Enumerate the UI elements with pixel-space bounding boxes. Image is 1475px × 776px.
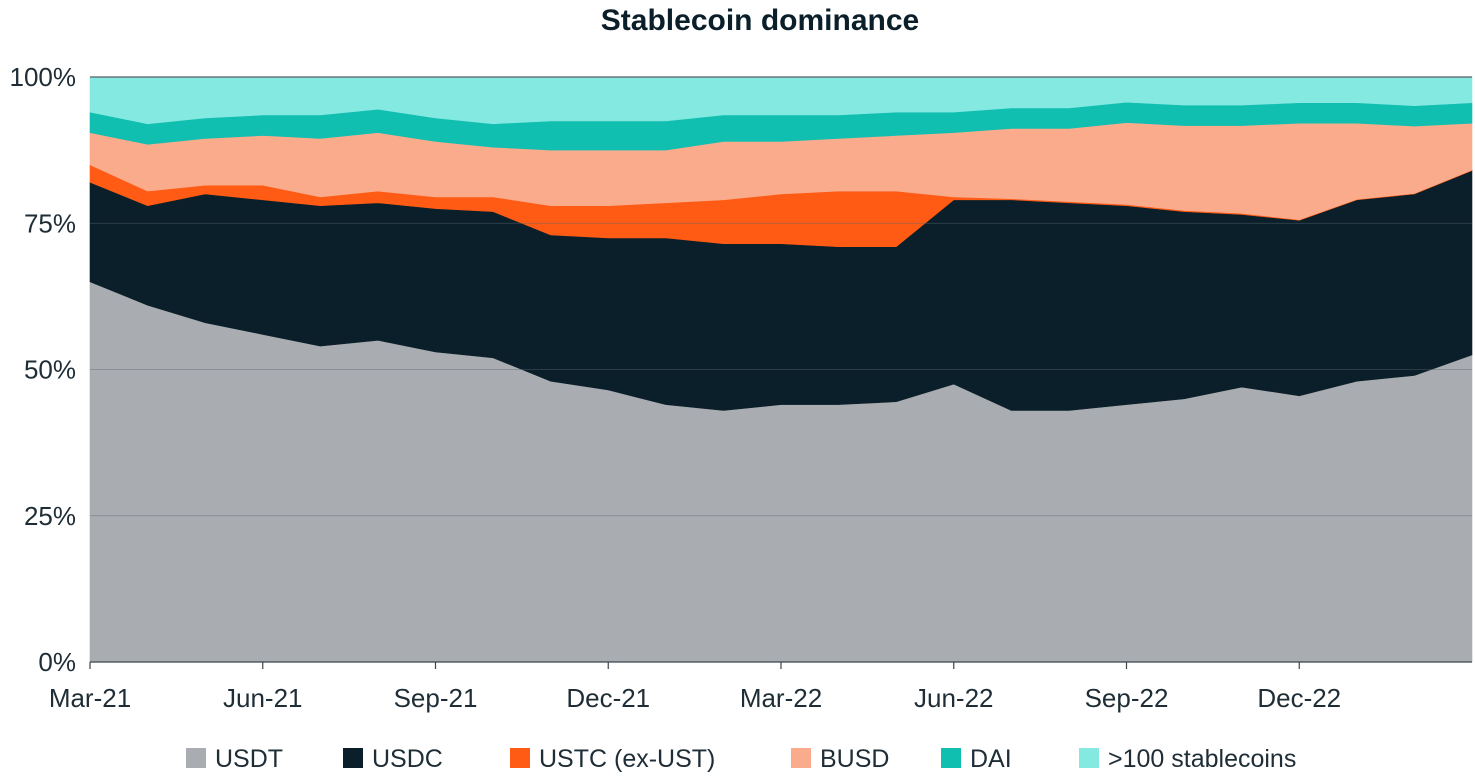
- gridlines: [90, 76, 1472, 517]
- legend-label: >100 stablecoins: [1108, 745, 1296, 773]
- legend-swatch: [1079, 748, 1099, 768]
- legend-item-100-stablecoins: >100 stablecoins: [1079, 745, 1296, 773]
- x-tick-label: Sep-21: [394, 683, 478, 713]
- y-tick-label: 75%: [24, 208, 76, 238]
- axes: 0% 25% 50% 75% 100% Mar-21 Jun-21 Sep-21 Dec-21 M…: [10, 62, 1472, 713]
- x-tick-label: Mar-22: [740, 683, 822, 713]
- x-tick-label: Jun-21: [223, 683, 303, 713]
- y-tick-label: 100%: [10, 62, 77, 92]
- legend-swatch: [510, 748, 530, 768]
- x-tick-label: Jun-22: [914, 683, 994, 713]
- x-tick-label: Dec-22: [1257, 683, 1341, 713]
- legend-label: USDC: [372, 745, 443, 773]
- x-tick-label: Mar-21: [49, 683, 131, 713]
- chart-title: Stablecoin dominance: [601, 4, 919, 37]
- legend-item-busd: BUSD: [791, 745, 889, 773]
- legend-item-usdt: USDT: [186, 745, 283, 773]
- stacked-areas: [89, 76, 1473, 663]
- legend-item-usdc: USDC: [343, 745, 443, 773]
- legend-swatch: [186, 748, 206, 768]
- legend-item-ustc-ex-ust: USTC (ex-UST): [510, 745, 715, 773]
- legend-label: DAI: [970, 745, 1012, 773]
- legend-label: BUSD: [820, 745, 889, 773]
- legend-swatch: [343, 748, 363, 768]
- legend-label: USDT: [215, 745, 283, 773]
- legend-swatch: [941, 748, 961, 768]
- y-tick-label: 25%: [24, 501, 76, 531]
- legend: USDT USDC USTC (ex-UST) BUSD DAI >100 stablec…: [186, 745, 1296, 773]
- legend-swatch: [791, 748, 811, 768]
- legend-item-dai: DAI: [941, 745, 1012, 773]
- legend-label: USTC (ex-UST): [539, 745, 715, 773]
- y-tick-label: 0%: [38, 647, 76, 677]
- x-tick-label: Sep-22: [1085, 683, 1169, 713]
- y-tick-label: 50%: [24, 355, 76, 385]
- x-tick-label: Dec-21: [566, 683, 650, 713]
